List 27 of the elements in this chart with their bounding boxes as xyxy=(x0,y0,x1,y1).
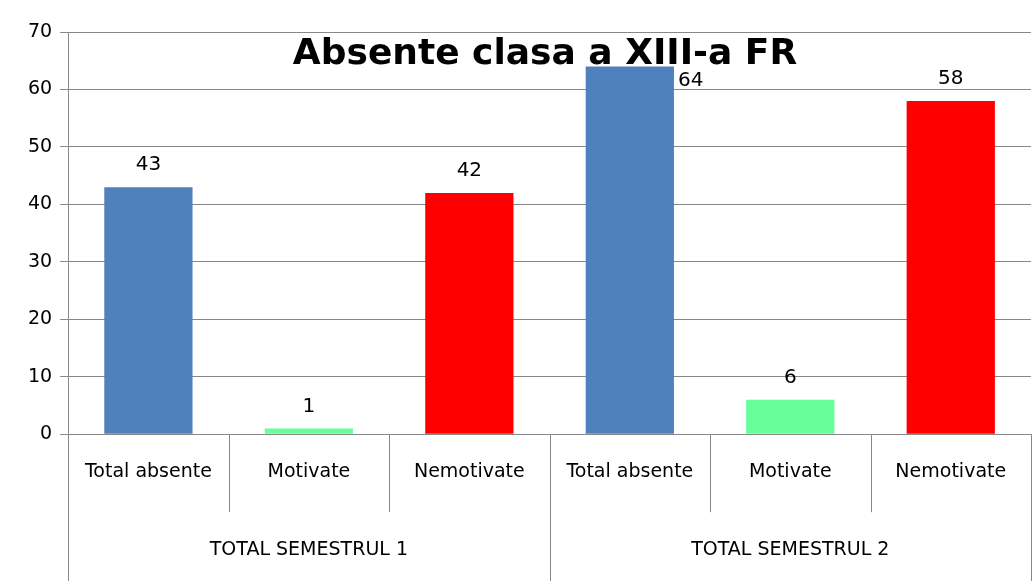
y-tick-label: 50 xyxy=(27,133,53,156)
x-tick-label: Total absente xyxy=(565,458,694,481)
x-tick-label: Total absente xyxy=(83,458,212,481)
data-label: 43 xyxy=(135,151,162,176)
bar xyxy=(746,399,835,434)
x-tick-label: Nemotivate xyxy=(413,458,525,481)
y-tick-label: 30 xyxy=(27,248,53,271)
data-label: 58 xyxy=(938,65,964,90)
data-label: 1 xyxy=(302,392,316,417)
x-tick-label: Nemotivate xyxy=(895,458,1007,481)
text: TOTAL SEMESTRUL 2 xyxy=(690,537,890,560)
y-tick-label: 60 xyxy=(27,76,53,99)
bar xyxy=(585,66,674,434)
text: TOTAL SEMESTRUL 1 xyxy=(208,537,409,560)
y-tick-label: 70 xyxy=(27,18,53,41)
bar xyxy=(425,192,514,434)
y-tick-label: 20 xyxy=(27,306,53,329)
y-tick-label: 0 xyxy=(40,421,53,444)
y-tick-label: 10 xyxy=(27,363,53,386)
x-tick-label: Motivate xyxy=(748,458,832,481)
bar xyxy=(264,428,354,434)
bar xyxy=(906,100,995,434)
x-tick-label: Motivate xyxy=(267,458,351,481)
y-tick-label: 40 xyxy=(27,191,53,214)
data-label: 6 xyxy=(783,363,797,388)
bar xyxy=(104,187,193,434)
data-label: 42 xyxy=(456,157,483,182)
